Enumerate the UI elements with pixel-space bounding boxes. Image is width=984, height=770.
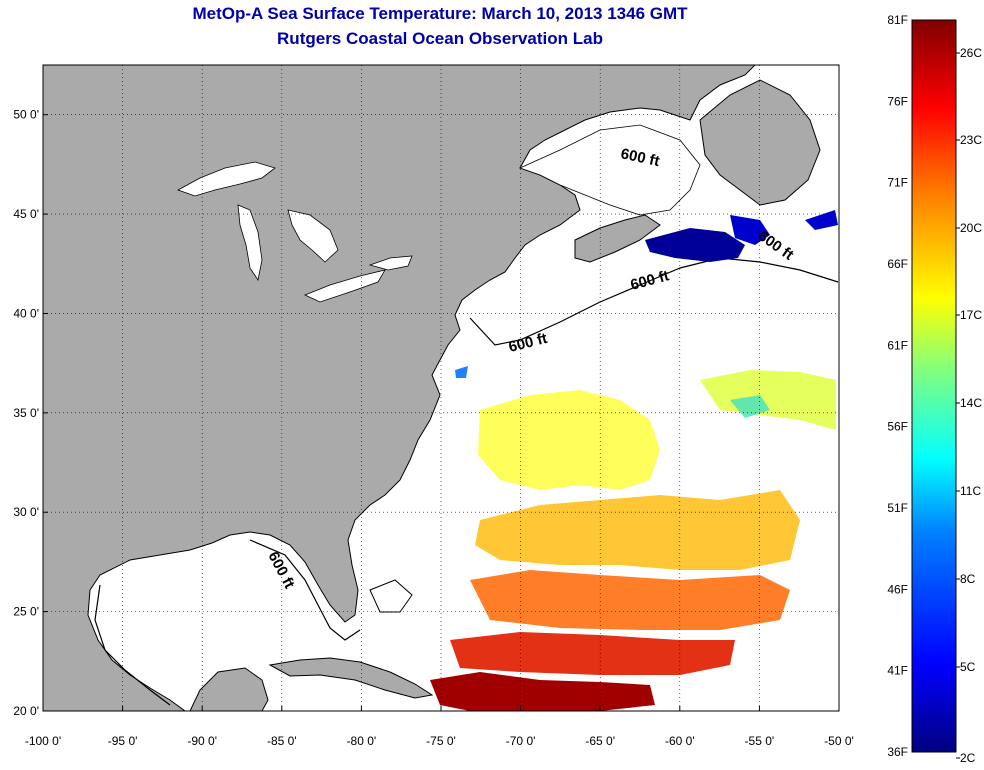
sst-patch-orange [475, 490, 800, 570]
lake-huron [287, 209, 339, 263]
colorbar-label-f: 36F [887, 745, 908, 759]
lon-tick-label: -60 0' [665, 734, 695, 748]
lon-tick-label: -90 0' [187, 734, 217, 748]
lat-tick-label: 25 0' [13, 605, 39, 619]
colorbar-label-c: 11C [960, 484, 981, 498]
lon-tick-label: -70 0' [506, 734, 536, 748]
sst-patch-mild [730, 395, 770, 418]
map-subtitle: Rutgers Coastal Ocean Observation Lab [277, 29, 603, 48]
colorbar-label-c: 14C [960, 396, 982, 410]
sst-patch-orange-red [470, 570, 790, 630]
sst-patch-darkred [430, 672, 655, 711]
land-cuba [268, 657, 434, 699]
sst-patch-cold [805, 210, 838, 230]
colorbar-label-f: 66F [887, 257, 908, 271]
colorbar-label-f: 81F [887, 13, 908, 27]
lake-superior [177, 161, 276, 197]
colorbar-label-c: 8C [960, 572, 976, 586]
lon-tick-label: -80 0' [347, 734, 377, 748]
map-grid [43, 65, 839, 711]
lake-michigan [237, 204, 263, 282]
colorbar-label-c: 26C [960, 46, 982, 60]
lat-tick-label: 20 0' [13, 704, 39, 718]
colorbar-label-c: 23C [960, 133, 982, 147]
lat-tick-label: 40 0' [13, 306, 39, 320]
colorbar-label-c: 17C [960, 308, 982, 322]
colorbar-label-c: 2C [960, 751, 976, 765]
land-north-america [43, 65, 756, 711]
lat-tick-label: 35 0' [13, 406, 39, 420]
lake-erie [303, 269, 386, 303]
lon-tick-label: -95 0' [108, 734, 138, 748]
sst-patch-warm [478, 390, 660, 490]
sst-patch-cool [455, 366, 468, 378]
lon-tick-label: -100 0' [25, 734, 61, 748]
sst-patch-cold [645, 228, 745, 262]
contour-600ft-florida [249, 539, 361, 641]
contour-600ft-gulf [94, 584, 171, 706]
sst-data-layer [430, 210, 838, 711]
lon-tick-label: -55 0' [745, 734, 775, 748]
lon-tick-label: -75 0' [426, 734, 456, 748]
map-title: MetOp-A Sea Surface Temperature: March 1… [192, 4, 688, 23]
lake-ontario [368, 255, 413, 271]
gulf-of-st-lawrence [518, 124, 701, 216]
colorbar-label-f: 51F [887, 501, 908, 515]
map-ticks [42, 114, 840, 712]
colorbar-label-f: 46F [887, 582, 908, 596]
sst-patch-cold [730, 215, 770, 245]
colorbar-label-f: 71F [887, 176, 908, 190]
colorbar-label-c: 5C [960, 660, 976, 674]
colorbar-label-f: 56F [887, 420, 908, 434]
lon-tick-label: -85 0' [267, 734, 297, 748]
colorbar [911, 19, 957, 753]
lon-tick-label: -65 0' [585, 734, 615, 748]
colorbar-label-c: 20C [960, 221, 982, 235]
land-nova-scotia [574, 214, 661, 263]
lon-tick-label: -50 0' [824, 734, 854, 748]
colorbar-label-f: 61F [887, 338, 908, 352]
sst-patch-warm [700, 370, 836, 430]
lat-tick-label: 30 0' [13, 505, 39, 519]
map-tick-labels: -100 0' -95 0' -90 0' -85 0' -80 0' -75 0' -70… [13, 108, 853, 748]
lat-tick-label: 45 0' [13, 207, 39, 221]
land-newfoundland [699, 79, 821, 206]
colorbar-label-f: 41F [887, 664, 908, 678]
colorbar-label-f: 76F [887, 94, 908, 108]
sst-patch-red [450, 632, 735, 675]
contour-600ft-bahamas [369, 579, 413, 613]
colorbar-labels: 81F 76F 71F 66F 61F 56F 51F 46F 41F 36F 26C 23C 20C 1… [887, 13, 982, 765]
land-yucatan [189, 667, 269, 711]
lat-tick-label: 50 0' [13, 108, 39, 122]
contour-600ft-atlantic [469, 257, 839, 346]
